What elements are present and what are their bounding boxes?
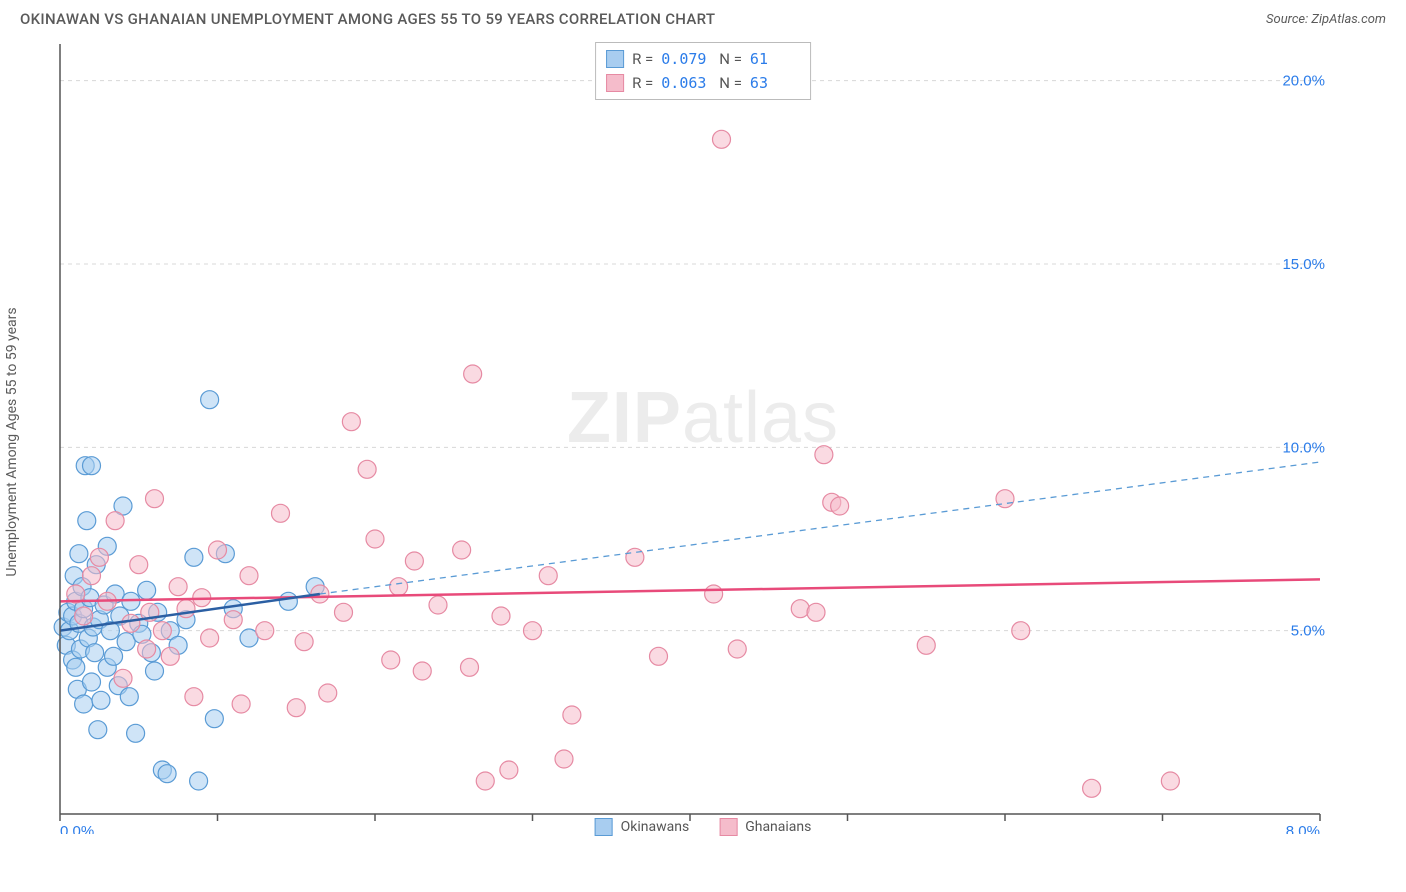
scatter-chart: 0.0% 8.0% 5.0% 10.0% 15.0% 20.0%	[20, 34, 1340, 834]
n-label: N =	[719, 71, 742, 95]
svg-text:15.0%: 15.0%	[1282, 256, 1325, 273]
correlation-legend: R = 0.079 N = 61 R = 0.063 N = 63	[595, 42, 811, 100]
r-label: R =	[632, 71, 653, 95]
legend-swatch-icon	[606, 50, 624, 68]
r-label: R =	[632, 47, 653, 71]
svg-text:0.0%: 0.0%	[60, 823, 94, 834]
svg-text:8.0%: 8.0%	[1286, 823, 1320, 834]
n-value: 61	[750, 47, 800, 71]
legend-swatch-icon	[606, 74, 624, 92]
chart-container: Unemployment Among Ages 55 to 59 years 0…	[20, 34, 1386, 834]
y-axis-label: Unemployment Among Ages 55 to 59 years	[4, 307, 20, 576]
n-value: 63	[750, 71, 800, 95]
svg-text:10.0%: 10.0%	[1282, 439, 1325, 456]
series-legend: Okinawans Ghanaians	[595, 818, 812, 836]
legend-item-ghanaians: Ghanaians	[719, 818, 811, 836]
legend-label: Ghanaians	[745, 819, 811, 835]
svg-text:20.0%: 20.0%	[1282, 73, 1325, 90]
legend-swatch-icon	[719, 818, 737, 836]
legend-row-ghanaians: R = 0.063 N = 63	[606, 71, 800, 95]
r-value: 0.079	[661, 47, 711, 71]
r-value: 0.063	[661, 71, 711, 95]
source-attribution: Source: ZipAtlas.com	[1266, 12, 1386, 27]
svg-text:5.0%: 5.0%	[1291, 623, 1325, 640]
chart-title: OKINAWAN VS GHANAIAN UNEMPLOYMENT AMONG …	[20, 10, 715, 28]
legend-item-okinawans: Okinawans	[595, 818, 690, 836]
legend-row-okinawans: R = 0.079 N = 61	[606, 47, 800, 71]
legend-swatch-icon	[595, 818, 613, 836]
n-label: N =	[719, 47, 742, 71]
legend-label: Okinawans	[621, 819, 690, 835]
